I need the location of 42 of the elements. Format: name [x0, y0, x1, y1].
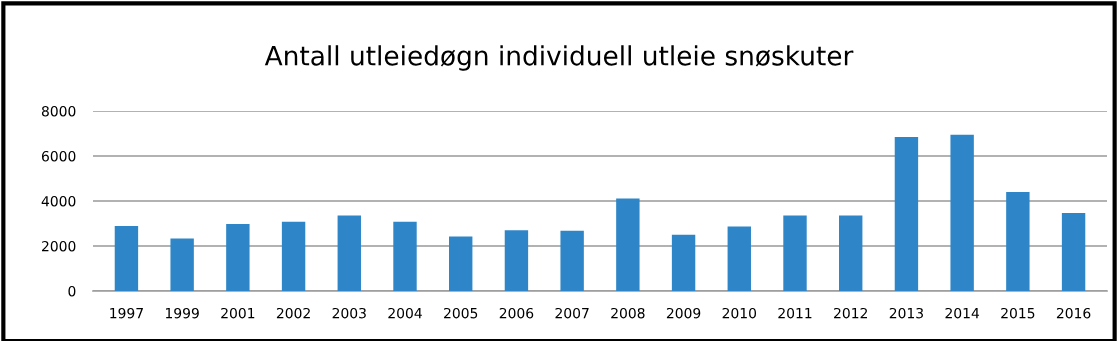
- bar: [1061, 212, 1086, 291]
- bar: [170, 238, 194, 291]
- x-tick-label: 1999: [165, 307, 199, 319]
- y-tick-label: 2000: [42, 240, 76, 252]
- x-tick-label: 2010: [722, 307, 757, 319]
- x-tick-label: 2012: [834, 307, 867, 319]
- bar: [504, 230, 529, 291]
- x-tick-label: 2016: [1056, 307, 1091, 319]
- chart-title: Antall utleiedøgn individuell utleie snøskuter: [264, 45, 854, 71]
- bar: [449, 236, 473, 291]
- bar: [783, 215, 807, 291]
- y-tick-label: 6000: [41, 150, 76, 162]
- y-tick-label: 4000: [41, 195, 76, 207]
- x-tick-label: 2003: [332, 307, 366, 319]
- bar: [226, 223, 250, 291]
- bar: [1006, 192, 1030, 291]
- x-tick-label: 2001: [221, 307, 255, 319]
- bar: [281, 221, 306, 291]
- y-tick-label: 8000: [41, 105, 76, 117]
- bar: [114, 225, 139, 291]
- bar: [671, 234, 696, 291]
- x-tick-label: 2011: [778, 307, 812, 319]
- x-tick-label: 1997: [110, 307, 143, 319]
- bar: [616, 198, 640, 291]
- y-tick-label: 0: [68, 285, 76, 297]
- bar: [337, 215, 361, 291]
- x-tick-label: 2004: [388, 307, 422, 319]
- x-tick-label: 2013: [889, 307, 923, 319]
- bar: [560, 230, 584, 291]
- x-tick-label: 2006: [499, 307, 534, 319]
- x-tick-label: 2008: [611, 307, 645, 319]
- bar: [839, 215, 863, 291]
- x-tick-label: 2007: [555, 307, 589, 319]
- x-tick-label: 2015: [1001, 307, 1035, 319]
- x-tick-label: 2009: [666, 307, 701, 319]
- x-tick-label: 2014: [945, 307, 980, 319]
- x-tick-label: 2005: [444, 307, 478, 319]
- bar: [894, 136, 919, 291]
- bar: [393, 221, 417, 291]
- bar: [950, 134, 974, 291]
- bar: [727, 226, 751, 291]
- x-tick-label: 2002: [276, 307, 310, 319]
